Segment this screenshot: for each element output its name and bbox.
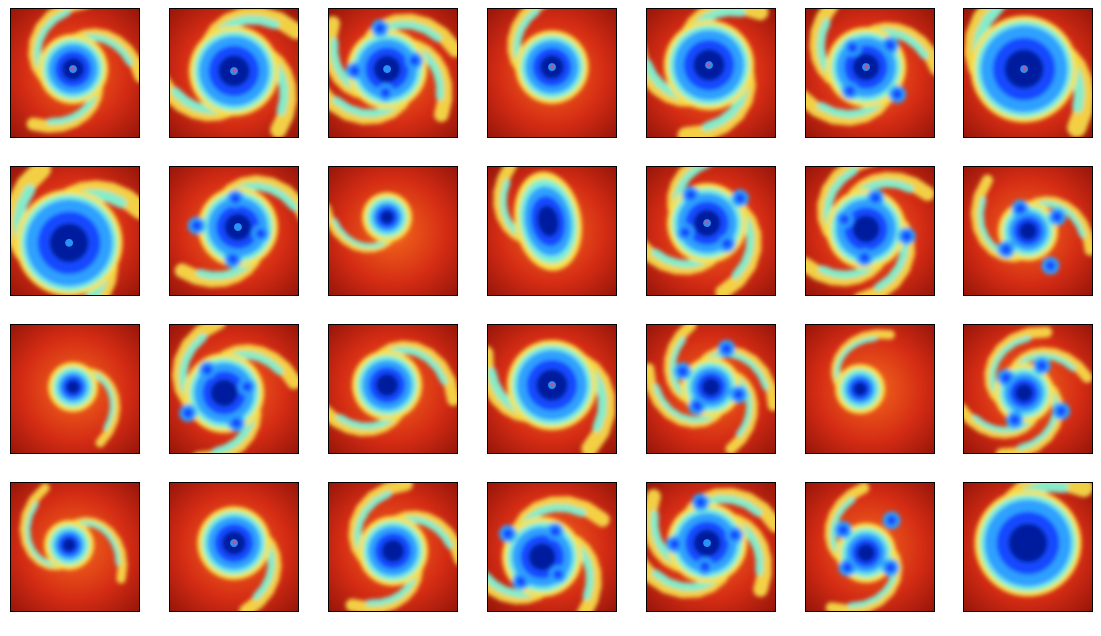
cyclone-r4c6 — [805, 482, 935, 612]
cyclone-r1c4 — [487, 8, 617, 138]
cyclone-picture — [329, 167, 457, 295]
cyclone-picture — [806, 325, 934, 453]
cyclone-r1c2 — [169, 8, 299, 138]
cyclone-picture — [329, 325, 457, 453]
cyclone-r2c4 — [487, 166, 617, 296]
cyclone-picture — [488, 325, 616, 453]
cyclone-picture — [647, 325, 775, 453]
cyclone-r4c7 — [963, 482, 1093, 612]
cyclone-picture — [329, 483, 457, 611]
center-marker — [70, 66, 76, 73]
cyclone-r2c3 — [328, 166, 458, 296]
center-marker — [549, 382, 555, 389]
cyclone-picture — [488, 167, 616, 295]
center-marker — [231, 540, 237, 547]
cyclone-picture — [329, 9, 457, 137]
cyclone-picture — [806, 167, 934, 295]
cyclone-picture — [964, 9, 1092, 137]
cyclone-r4c3 — [328, 482, 458, 612]
cyclone-picture — [964, 325, 1092, 453]
cyclone-r2c6 — [805, 166, 935, 296]
center-marker — [231, 68, 237, 74]
center-marker — [706, 62, 712, 69]
cyclone-r3c3 — [328, 324, 458, 454]
cyclone-picture — [647, 483, 775, 611]
cyclone-r2c7 — [963, 166, 1093, 296]
cyclone-r3c6 — [805, 324, 935, 454]
cyclone-picture — [170, 9, 298, 137]
cyclone-r3c7 — [963, 324, 1093, 454]
cyclone-picture — [11, 483, 139, 611]
cyclone-r3c2 — [169, 324, 299, 454]
cyclone-picture — [11, 167, 139, 295]
cyclone-picture — [806, 483, 934, 611]
center-marker — [1021, 66, 1028, 73]
center-marker — [863, 64, 870, 71]
cyclone-r4c4 — [487, 482, 617, 612]
cyclone-r1c6 — [805, 8, 935, 138]
cyclone-picture — [488, 9, 616, 137]
center-marker — [704, 220, 711, 227]
cyclone-picture — [170, 325, 298, 453]
cyclone-picture — [170, 167, 298, 295]
cyclone-r2c2 — [169, 166, 299, 296]
cyclone-picture — [806, 9, 934, 137]
cyclone-picture — [11, 9, 139, 137]
cyclone-r3c4 — [487, 324, 617, 454]
cyclone-picture — [11, 325, 139, 453]
cyclone-r1c3 — [328, 8, 458, 138]
cyclone-r1c5 — [646, 8, 776, 138]
cyclone-picture — [964, 483, 1092, 611]
cyclone-picture — [170, 483, 298, 611]
cyclone-picture — [647, 9, 775, 137]
cyclone-picture — [964, 167, 1092, 295]
center-marker — [549, 64, 555, 71]
cyclone-picture — [647, 167, 775, 295]
cyclone-r2c5 — [646, 166, 776, 296]
cyclone-picture — [488, 483, 616, 611]
cyclone-r3c1 — [10, 324, 140, 454]
cyclone-r4c5 — [646, 482, 776, 612]
cyclone-r4c1 — [10, 482, 140, 612]
cyclone-r2c1 — [10, 166, 140, 296]
cyclone-r3c5 — [646, 324, 776, 454]
cyclone-r1c7 — [963, 8, 1093, 138]
cyclone-r4c2 — [169, 482, 299, 612]
cyclone-r1c1 — [10, 8, 140, 138]
